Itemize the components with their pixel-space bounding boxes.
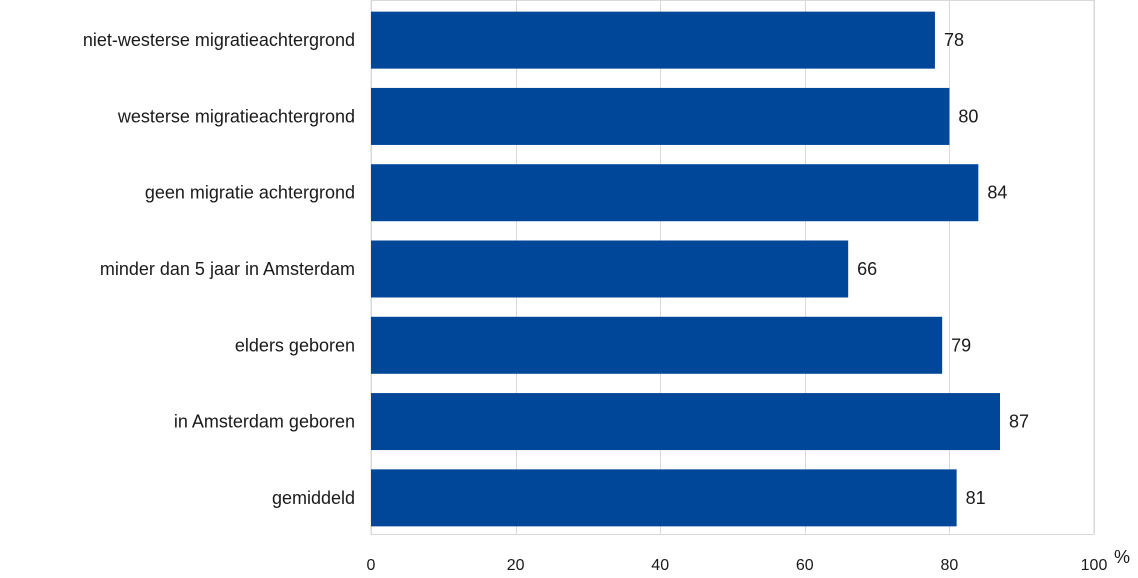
x-axis-ticks: 0 20 40 60 80 100	[367, 557, 1108, 574]
category-label: elders geboren	[235, 335, 355, 355]
bar	[371, 11, 935, 69]
x-tick-label: 20	[507, 557, 525, 574]
data-label: 87	[1009, 412, 1029, 432]
category-label: minder dan 5 jaar in Amsterdam	[100, 259, 355, 279]
x-tick-label: 40	[651, 557, 669, 574]
bar	[371, 316, 943, 374]
category-label: in Amsterdam geboren	[174, 412, 355, 432]
category-label: westerse migratieachtergrond	[117, 106, 355, 126]
data-label: 78	[944, 30, 964, 50]
x-tick-label: 60	[796, 557, 814, 574]
category-labels: niet-westerse migratieachtergrond westers…	[83, 30, 355, 508]
x-tick-label: 100	[1081, 557, 1108, 574]
x-axis-unit-label: %	[1114, 547, 1130, 567]
bar	[371, 164, 979, 222]
value-labels: 78 80 84 66 79 87 81	[857, 30, 1029, 508]
category-label: niet-westerse migratieachtergrond	[83, 30, 355, 50]
category-label: gemiddeld	[272, 488, 355, 508]
bar	[371, 469, 957, 527]
x-tick-label: 80	[941, 557, 959, 574]
data-label: 66	[857, 259, 877, 279]
data-label: 79	[951, 335, 971, 355]
x-tick-label: 0	[367, 557, 376, 574]
data-label: 80	[958, 106, 978, 126]
bar	[371, 87, 950, 145]
data-label: 84	[987, 183, 1007, 203]
bar	[371, 393, 1001, 451]
data-label: 81	[966, 488, 986, 508]
bar	[371, 240, 849, 298]
category-label: geen migratie achtergrond	[145, 183, 355, 203]
bars	[371, 11, 1001, 527]
